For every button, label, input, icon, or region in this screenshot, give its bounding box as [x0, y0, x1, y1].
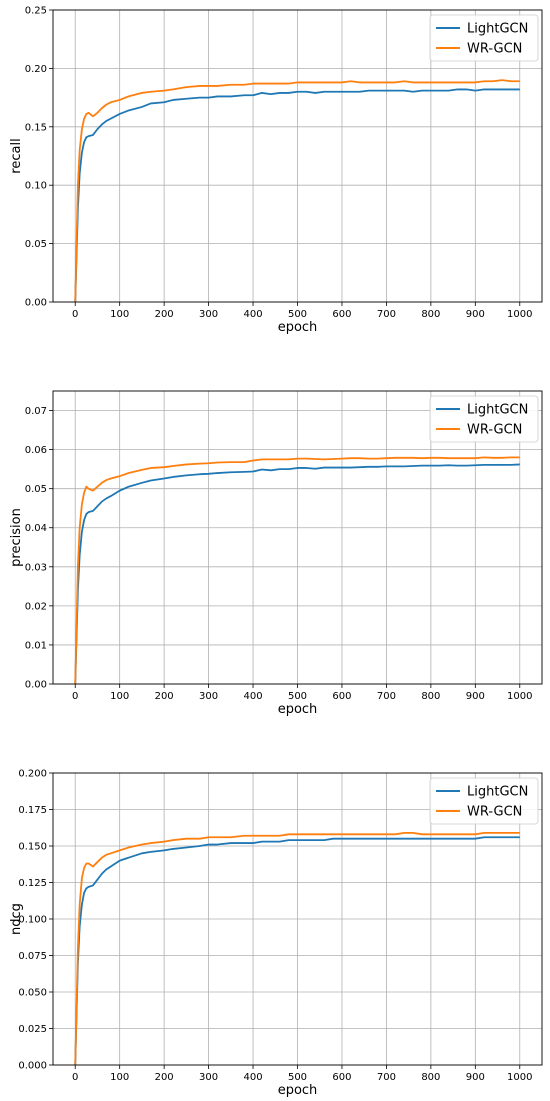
x-tick-label: 1000: [507, 309, 532, 320]
x-tick-label: 300: [199, 309, 218, 320]
x-tick-label: 500: [288, 1072, 307, 1083]
y-tick-label: 0.050: [18, 988, 47, 999]
x-tick-label: 100: [110, 309, 129, 320]
legend-label-lightgcn: LightGCN: [467, 403, 528, 418]
chart-panel-recall: 0 100 200 300 400 500 600 700 800 900 1000 0.00 0.05…: [9, 6, 543, 335]
x-tick-label: 600: [332, 691, 351, 702]
x-tick-label: 900: [466, 309, 485, 320]
x-tick-label: 500: [288, 309, 307, 320]
x-tick-label: 800: [421, 691, 440, 702]
x-axis-label: epoch: [278, 1083, 318, 1098]
y-tick-label: 0.06: [25, 445, 47, 456]
x-tick-label: 700: [377, 309, 396, 320]
series-line-wr-gcn: [74, 456, 520, 685]
y-tick-label: 0.175: [18, 805, 47, 816]
legend-label-wr-gcn: WR-GCN: [467, 805, 522, 820]
y-tick-label: 0.02: [25, 601, 47, 612]
x-tick-label: 300: [199, 691, 218, 702]
x-tick-label: 700: [377, 1072, 396, 1083]
y-tick-label: 0.200: [18, 769, 47, 780]
x-tick-label: 600: [332, 1072, 351, 1083]
x-tick-label: 800: [421, 1072, 440, 1083]
y-tick-label: 0.15: [25, 122, 47, 133]
x-tick-label: 500: [288, 691, 307, 702]
series-line-lightgcn: [74, 463, 520, 685]
y-tick-label: 0.07: [25, 406, 47, 417]
legend: LightGCN WR-GCN: [429, 14, 539, 62]
legend-label-lightgcn: LightGCN: [467, 22, 528, 37]
series-line-wr-gcn: [74, 831, 520, 1066]
y-tick-label: 0.01: [25, 640, 47, 651]
y-tick-label: 0.04: [25, 523, 47, 534]
y-tick-label: 0.00: [25, 298, 47, 309]
y-tick-label: 0.000: [18, 1061, 47, 1072]
y-tick-label: 0.100: [18, 915, 47, 926]
legend-box: [429, 777, 539, 825]
legend: LightGCN WR-GCN: [429, 777, 539, 825]
x-tick-label: 700: [377, 691, 396, 702]
x-tick-label: 800: [421, 309, 440, 320]
y-tick-label: 0.025: [18, 1024, 47, 1035]
y-tick-label: 0.150: [18, 842, 47, 853]
x-tick-label: 400: [243, 1072, 262, 1083]
y-axis-label: ndcg: [9, 903, 24, 935]
x-tick-label: 100: [110, 691, 129, 702]
x-tick-label: 0: [72, 691, 78, 702]
x-tick-label: 300: [199, 1072, 218, 1083]
x-tick-label: 200: [155, 1072, 174, 1083]
x-tick-label: 600: [332, 309, 351, 320]
x-tick-label: 0: [72, 309, 78, 320]
legend-box: [429, 395, 539, 443]
x-tick-label: 400: [243, 691, 262, 702]
series-line-lightgcn: [74, 836, 520, 1066]
chart-panel-precision: 0 100 200 300 400 500 600 700 800 900 1000 0.00 0.01…: [9, 390, 543, 717]
legend-box: [429, 14, 539, 62]
legend-label-wr-gcn: WR-GCN: [467, 423, 522, 438]
y-axis-label: recall: [9, 138, 24, 173]
y-tick-label: 0.00: [25, 680, 47, 691]
legend: LightGCN WR-GCN: [429, 395, 539, 443]
x-axis-label: epoch: [278, 320, 318, 335]
y-tick-label: 0.25: [25, 6, 47, 17]
x-tick-label: 200: [155, 309, 174, 320]
y-tick-label: 0.05: [25, 484, 47, 495]
y-tick-label: 0.075: [18, 951, 47, 962]
x-tick-label: 900: [466, 1072, 485, 1083]
x-tick-label: 1000: [507, 691, 532, 702]
y-tick-label: 0.03: [25, 562, 47, 573]
x-tick-label: 0: [72, 1072, 78, 1083]
x-tick-label: 1000: [507, 1072, 532, 1083]
x-axis-label: epoch: [278, 702, 318, 717]
y-tick-label: 0.20: [25, 64, 47, 75]
y-tick-label: 0.05: [25, 239, 47, 250]
chart-panel-ndcg: 0 100 200 300 400 500 600 700 800 900 1000 0.000 0.0…: [9, 769, 543, 1098]
series-line-lightgcn: [74, 88, 520, 303]
x-tick-label: 900: [466, 691, 485, 702]
x-tick-label: 400: [243, 309, 262, 320]
y-axis-label: precision: [9, 508, 24, 567]
y-tick-label: 0.125: [18, 878, 47, 889]
legend-label-wr-gcn: WR-GCN: [467, 42, 522, 57]
x-tick-label: 200: [155, 691, 174, 702]
legend-label-lightgcn: LightGCN: [467, 785, 528, 800]
y-tick-label: 0.10: [25, 181, 47, 192]
x-tick-label: 100: [110, 1072, 129, 1083]
series-line-wr-gcn: [74, 79, 520, 303]
